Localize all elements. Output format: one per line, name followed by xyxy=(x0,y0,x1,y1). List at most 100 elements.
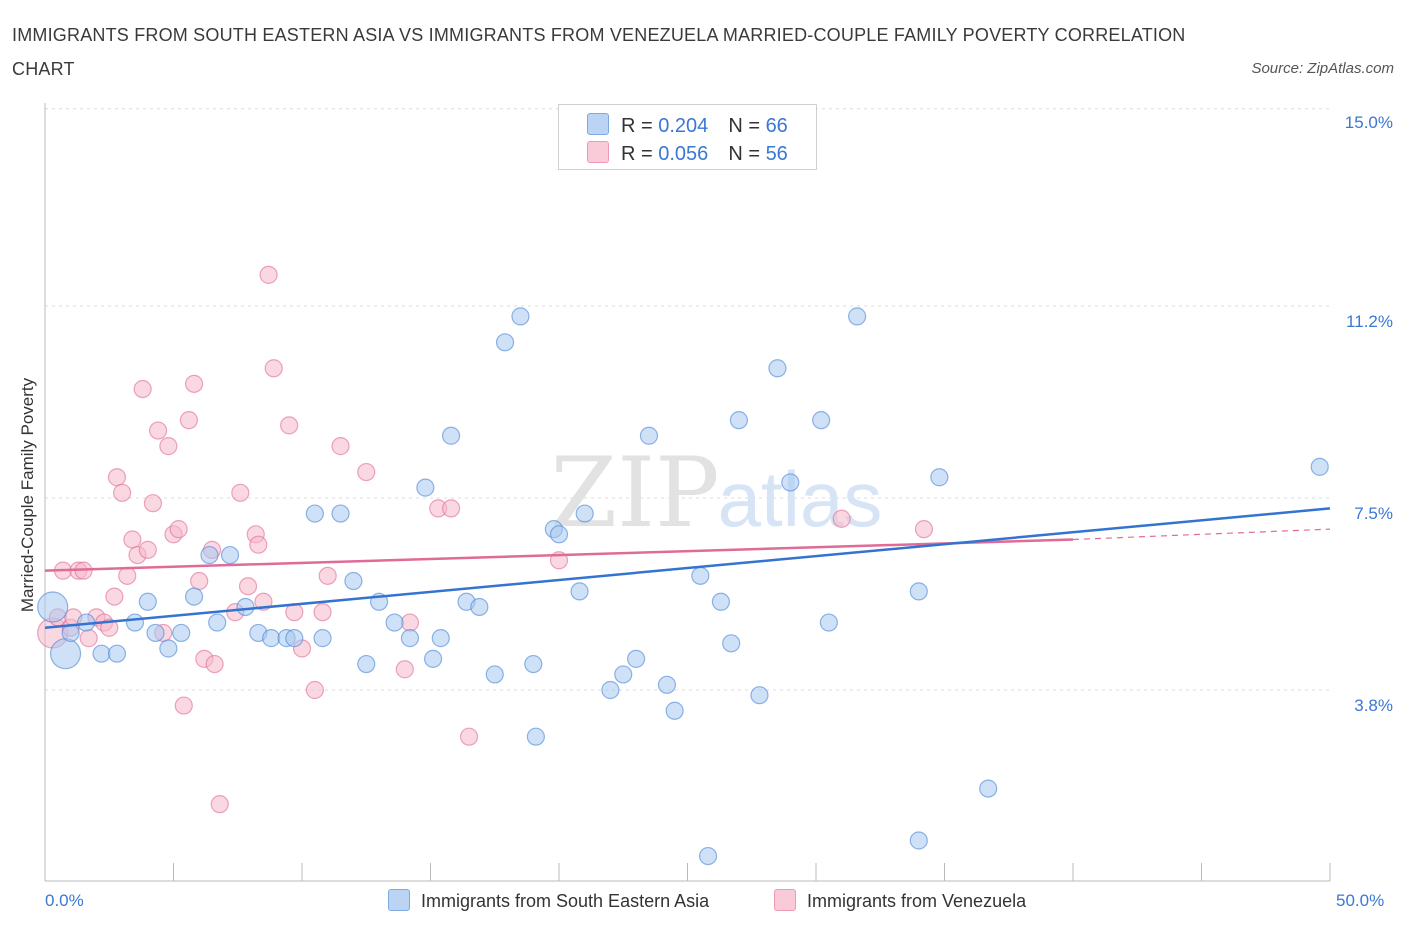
legend-n-label: N = xyxy=(728,143,766,165)
legend-n-value: 66 xyxy=(765,115,788,137)
data-point xyxy=(575,504,594,523)
data-point xyxy=(92,644,111,663)
data-point xyxy=(210,795,229,814)
data-point xyxy=(979,779,998,798)
legend-swatch-sea xyxy=(587,113,609,135)
data-point xyxy=(313,603,332,622)
data-point xyxy=(133,379,152,399)
data-point xyxy=(146,623,165,643)
data-point xyxy=(200,545,219,565)
venezuela-points xyxy=(37,265,934,814)
bottom-legend-sea: Immigrants from South Eastern Asia xyxy=(388,889,709,912)
data-point xyxy=(280,416,299,435)
data-point xyxy=(400,629,420,648)
data-point xyxy=(264,359,283,378)
legend-r-label: R = xyxy=(621,115,659,137)
data-point xyxy=(118,566,137,585)
legend-n-value: 56 xyxy=(765,143,788,165)
data-point xyxy=(657,675,677,694)
watermark-zip: ZIP xyxy=(550,437,719,549)
data-point xyxy=(190,571,209,591)
data-point xyxy=(832,509,851,528)
y-tick-label: 11.2% xyxy=(1346,312,1393,331)
data-point xyxy=(441,426,461,445)
data-point xyxy=(344,571,363,591)
data-point xyxy=(819,613,838,632)
y-tick-label: 7.5% xyxy=(1354,504,1393,523)
data-point xyxy=(184,374,204,393)
data-point xyxy=(570,582,589,601)
trend-line-venezuela xyxy=(44,538,1074,572)
data-point xyxy=(37,591,69,623)
bottom-legend-swatch-sea xyxy=(388,889,410,911)
legend-row-sea: R = 0.204 N = 66 xyxy=(587,113,788,137)
data-point xyxy=(423,649,443,668)
data-point xyxy=(711,592,731,611)
data-point xyxy=(236,597,255,617)
data-point xyxy=(138,592,157,611)
data-point xyxy=(105,587,124,606)
data-point xyxy=(639,426,659,445)
data-point xyxy=(331,437,350,456)
source-label: Source: ZipAtlas.com xyxy=(1251,60,1394,77)
legend-r-value: 0.204 xyxy=(658,115,709,137)
correlation-legend: R = 0.204 N = 66 R = 0.056 N = 56 xyxy=(558,104,817,170)
data-point xyxy=(357,654,376,674)
data-point xyxy=(665,701,684,720)
data-point xyxy=(812,411,831,430)
data-point xyxy=(750,686,769,705)
data-point xyxy=(722,634,741,653)
x-tick-label-max: 50.0% xyxy=(1336,891,1385,910)
data-point xyxy=(470,597,489,617)
data-point xyxy=(169,520,188,539)
axes xyxy=(44,103,1331,882)
data-point xyxy=(526,727,545,746)
bottom-legend-swatch-venezuela xyxy=(774,889,796,911)
bottom-legend-venezuela: Immigrants from Venezuela xyxy=(774,889,1026,912)
data-point xyxy=(112,483,132,502)
trend-line-venezuela-extension xyxy=(1072,528,1331,541)
data-point xyxy=(400,613,420,632)
chart-title: IMMIGRANTS FROM SOUTH EASTERN ASIA VS IM… xyxy=(12,25,1186,79)
sea-points xyxy=(37,110,1329,866)
data-point xyxy=(416,478,435,497)
data-point xyxy=(441,499,461,518)
data-point xyxy=(614,665,633,684)
data-point xyxy=(159,639,178,658)
zipatlas-watermark: ZIP atlas xyxy=(550,437,882,549)
data-point xyxy=(601,680,620,700)
legend-n-label: N = xyxy=(728,115,766,137)
data-point xyxy=(107,644,127,663)
data-point xyxy=(205,654,224,674)
data-point xyxy=(249,535,268,554)
data-point xyxy=(49,638,82,670)
y-axis-title: Married-Couple Family Poverty xyxy=(18,377,37,613)
data-point xyxy=(781,473,800,492)
data-point xyxy=(318,566,337,585)
data-point xyxy=(107,468,127,487)
data-point xyxy=(698,846,718,866)
x-tick-label-min: 0.0% xyxy=(45,891,84,910)
data-point xyxy=(174,696,193,715)
data-point xyxy=(691,566,710,585)
legend-row-venezuela: R = 0.056 N = 56 xyxy=(587,141,788,165)
data-point xyxy=(729,411,749,430)
data-point xyxy=(1310,457,1329,476)
data-point xyxy=(159,437,178,456)
bottom-legend-label-sea: Immigrants from South Eastern Asia xyxy=(421,891,710,911)
data-point xyxy=(220,545,240,565)
data-point xyxy=(909,831,928,850)
data-point xyxy=(123,530,142,549)
data-point xyxy=(914,520,934,539)
bottom-legend-label-venezuela: Immigrants from Venezuela xyxy=(807,891,1027,911)
data-point xyxy=(459,727,479,746)
data-point xyxy=(485,665,504,684)
data-point xyxy=(495,333,515,352)
data-point xyxy=(385,613,404,632)
data-point xyxy=(208,613,227,632)
legend-r-label: R = xyxy=(621,143,659,165)
data-point xyxy=(313,629,332,648)
data-point xyxy=(138,540,157,559)
data-point xyxy=(357,462,376,482)
trend-lines xyxy=(44,507,1331,629)
